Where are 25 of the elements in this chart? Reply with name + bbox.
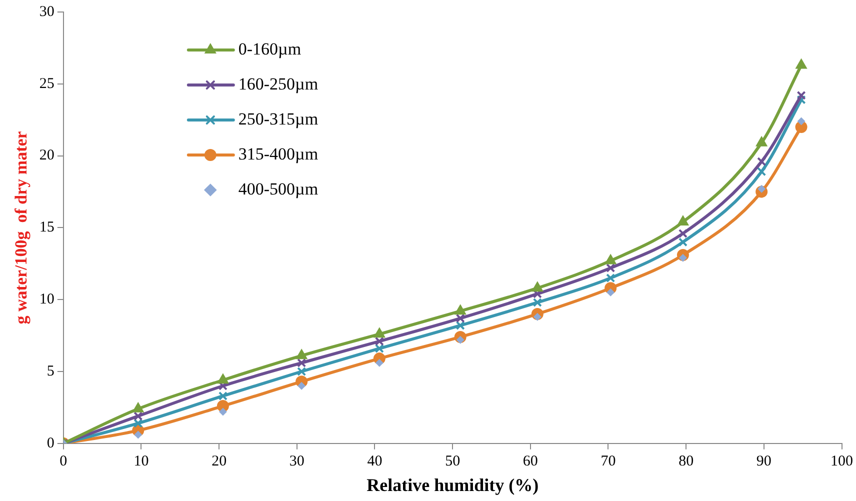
y-tick-label: 0 bbox=[46, 435, 54, 452]
x-tick-label: 50 bbox=[445, 453, 460, 470]
y-tick-label: 5 bbox=[46, 363, 54, 380]
y-tick-label: 10 bbox=[39, 292, 54, 308]
x-tick-label: 90 bbox=[756, 453, 772, 470]
y-tick-label: 30 bbox=[39, 4, 54, 20]
x-tick-label: 0 bbox=[60, 453, 68, 470]
legend-label: 0-160µm bbox=[238, 39, 302, 58]
x-tick-label: 80 bbox=[678, 453, 694, 470]
x-tick-label: 40 bbox=[367, 453, 382, 470]
x-tick-label: 60 bbox=[522, 453, 538, 470]
y-tick-label: 15 bbox=[39, 220, 54, 236]
legend-label: 250-315µm bbox=[238, 109, 318, 128]
x-tick-label: 10 bbox=[134, 453, 149, 470]
legend-label: 160-250µm bbox=[238, 74, 318, 94]
x-axis-title: Relative humidity (%) bbox=[366, 474, 539, 495]
x-tick-label: 20 bbox=[212, 453, 227, 470]
y-tick-label: 20 bbox=[39, 148, 54, 164]
legend-label: 400-500µm bbox=[238, 179, 318, 198]
x-tick-label: 100 bbox=[830, 453, 853, 470]
x-tick-label: 30 bbox=[289, 453, 304, 470]
y-tick-label: 25 bbox=[39, 76, 54, 92]
y-axis-title: g water/100g of dry mater bbox=[12, 130, 31, 324]
legend-label: 315-400µm bbox=[238, 144, 318, 164]
x-tick-label: 70 bbox=[600, 453, 616, 470]
